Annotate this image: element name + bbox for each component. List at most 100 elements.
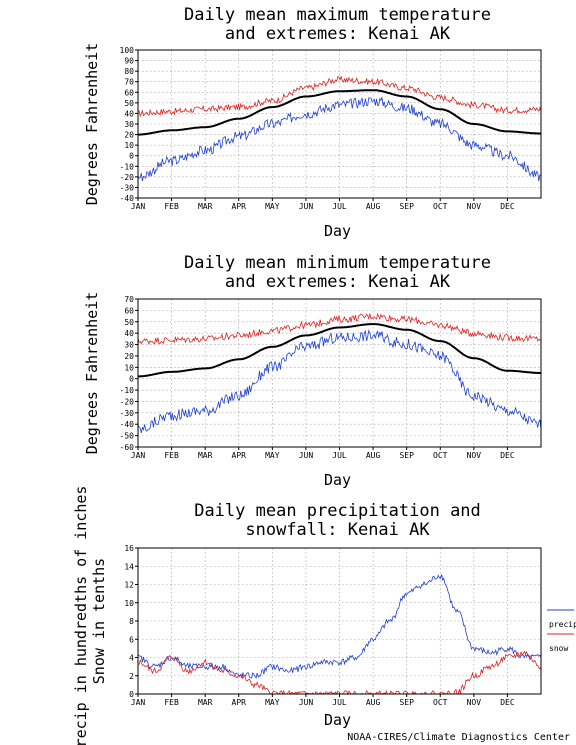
x-tick-label: AUG (366, 698, 381, 707)
y-tick-label: 50 (124, 99, 134, 108)
y-tick-label: -10 (120, 162, 135, 171)
mean-series-line (138, 322, 541, 378)
y-tick-label: 10 (124, 599, 134, 608)
y-tick-label: -40 (120, 420, 135, 429)
x-tick-label: OCT (433, 451, 448, 460)
chart-title-line: snowfall: Kenai AK (245, 520, 430, 540)
y-tick-label: 0 (129, 375, 134, 384)
plot-frame (137, 298, 542, 448)
precip-series-line (137, 574, 542, 680)
y-tick-label: 30 (124, 120, 134, 129)
x-tick-label: DEC (500, 451, 515, 460)
y-tick-label: 90 (124, 57, 134, 66)
x-tick-label: FEB (164, 451, 179, 460)
mean-series-line (138, 89, 541, 136)
y-tick-label: 4 (129, 654, 134, 663)
x-tick-label: NOV (467, 202, 482, 211)
y-tick-label: 80 (124, 67, 134, 76)
y-axis-label: Degrees Fahrenheit (83, 43, 101, 206)
x-axis-label: Day (324, 711, 351, 729)
x-tick-label: APR (232, 202, 247, 211)
y-tick-label: 0 (129, 690, 134, 699)
y-tick-label: 70 (124, 78, 134, 87)
chart-title-line: and extremes: Kenai AK (225, 272, 451, 292)
x-axis-label: Day (324, 471, 351, 489)
record-low-series-line (137, 329, 542, 434)
plot-frame (137, 49, 542, 199)
x-tick-label: JAN (131, 202, 146, 211)
x-axis-label: Day (324, 222, 351, 240)
y-tick-label: 8 (129, 617, 134, 626)
x-tick-label: DEC (500, 698, 515, 707)
y-tick-label: 60 (124, 88, 134, 97)
y-tick-label: -40 (120, 194, 135, 203)
x-tick-label: SEP (399, 698, 414, 707)
x-tick-label: MAY (265, 451, 280, 460)
chart-title-line: Daily mean precipitation and (194, 501, 481, 521)
x-tick-label: OCT (433, 202, 448, 211)
y-tick-label: -50 (120, 432, 135, 441)
x-tick-label: FEB (164, 698, 179, 707)
x-tick-label: OCT (433, 698, 448, 707)
chart-title-line: and extremes: Kenai AK (225, 24, 451, 44)
x-tick-label: MAR (198, 202, 213, 211)
y-axis-label: Degrees Fahrenheit (83, 292, 101, 455)
x-tick-label: NOV (467, 698, 482, 707)
legend-label-precip: precip (549, 620, 576, 629)
y-tick-label: 2 (129, 672, 134, 681)
y-tick-label: 50 (124, 318, 134, 327)
x-tick-label: MAY (265, 202, 280, 211)
y-tick-label: 40 (124, 109, 134, 118)
record-low-series-line (137, 97, 542, 182)
credit-text: NOAA-CIRES/Climate Diagnostics Center (347, 732, 570, 743)
y-tick-label: 60 (124, 306, 134, 315)
x-tick-label: JAN (131, 698, 146, 707)
x-tick-label: JAN (131, 451, 146, 460)
x-tick-label: JUN (299, 202, 314, 211)
record-high-series-line (137, 313, 542, 345)
y-tick-label: -20 (120, 397, 135, 406)
x-tick-label: APR (232, 698, 247, 707)
x-tick-label: JUN (299, 698, 314, 707)
y-tick-label: 30 (124, 341, 134, 350)
x-tick-label: JUN (299, 451, 314, 460)
y-tick-label: -10 (120, 386, 135, 395)
y-tick-label: 20 (124, 131, 134, 140)
y-tick-label: -30 (120, 409, 135, 418)
y-tick-label: -60 (120, 443, 135, 452)
x-tick-label: JUL (332, 698, 347, 707)
y-tick-label: 14 (124, 562, 134, 571)
y-tick-label: 40 (124, 329, 134, 338)
x-tick-label: DEC (500, 202, 515, 211)
y-tick-label: -30 (120, 183, 135, 192)
x-tick-label: NOV (467, 451, 482, 460)
y-tick-label: 6 (129, 635, 134, 644)
chart-title-line: Daily mean minimum temperature (184, 253, 491, 273)
x-tick-label: AUG (366, 202, 381, 211)
y-tick-label: -20 (120, 173, 135, 182)
x-tick-label: AUG (366, 451, 381, 460)
x-tick-label: SEP (399, 451, 414, 460)
y-axis-label: Precip in hundredths of inches (72, 486, 90, 745)
y-tick-label: 12 (124, 581, 134, 590)
plot-frame (137, 547, 542, 695)
y-tick-label: 10 (124, 363, 134, 372)
x-tick-label: SEP (399, 202, 414, 211)
y-tick-label: 16 (124, 544, 134, 553)
x-tick-label: MAR (198, 698, 213, 707)
snow-series-line (137, 650, 542, 696)
y-tick-label: 10 (124, 141, 134, 150)
x-tick-label: JUL (332, 202, 347, 211)
y-tick-label: 70 (124, 295, 134, 304)
x-tick-label: APR (232, 451, 247, 460)
record-high-series-line (137, 75, 542, 118)
x-tick-label: FEB (164, 202, 179, 211)
x-tick-label: MAR (198, 451, 213, 460)
legend-label-snow: snow (549, 644, 568, 653)
y-tick-label: 100 (120, 46, 135, 55)
y-tick-label: 20 (124, 352, 134, 361)
